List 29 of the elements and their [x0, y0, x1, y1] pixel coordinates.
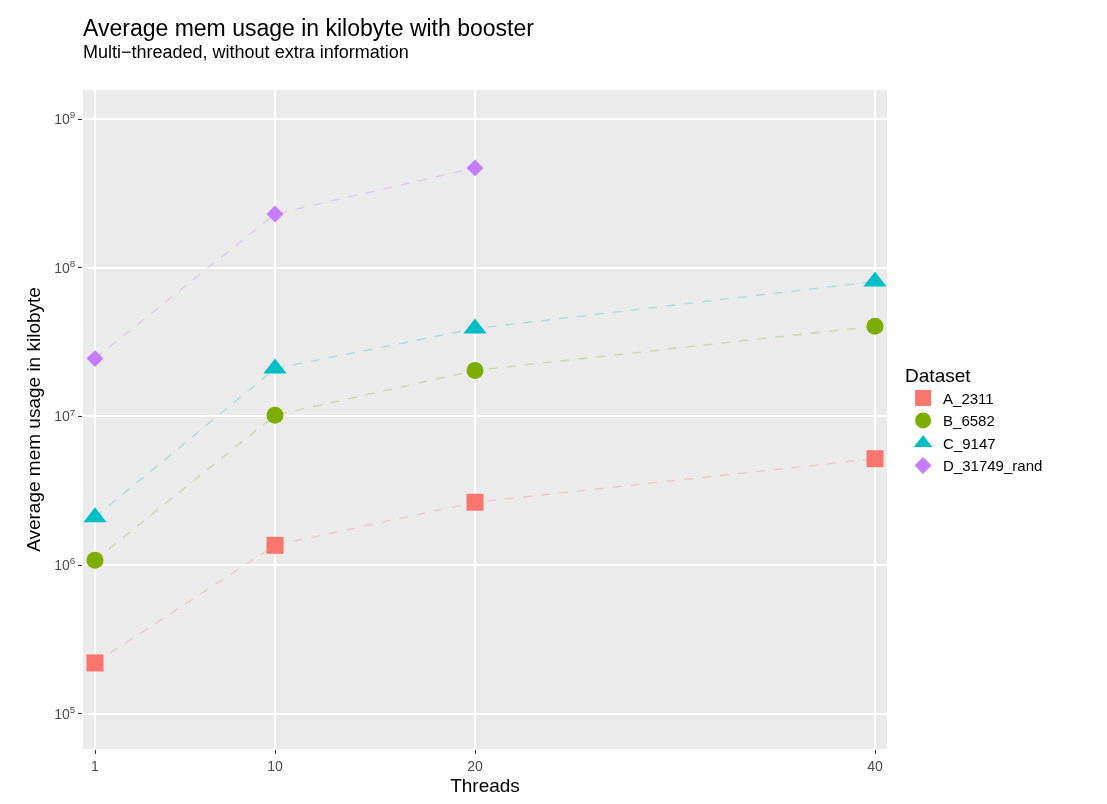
y-tick-label: 10$^{5}$ [54, 703, 76, 722]
point [266, 205, 284, 223]
y-tick-label: 10$^{7}$ [54, 406, 76, 425]
x-tick-label: 20 [467, 757, 483, 774]
y-tick-label: 10$^{8}$ [54, 257, 76, 276]
legend-label: C_9147 [943, 434, 996, 452]
y-tick-label: 10$^{9}$ [54, 109, 76, 128]
y-tick-label: 10$^{6}$ [54, 555, 76, 574]
x-tick-label: 10 [267, 757, 283, 774]
x-tick-label: 40 [867, 757, 883, 774]
point [866, 317, 884, 335]
legend-label: B_6582 [943, 412, 995, 430]
y-axis-title: Average mem usage in kilobyte [23, 287, 45, 552]
point [466, 493, 484, 511]
legend-label: D_31749_rand [943, 457, 1043, 475]
point [86, 654, 104, 672]
point [266, 406, 284, 424]
point [466, 159, 484, 177]
legend-title: Dataset [905, 364, 972, 386]
point [866, 450, 884, 468]
point [86, 551, 104, 569]
point [466, 361, 484, 379]
chart-title: Average mem usage in kilobyte with booster [83, 15, 535, 42]
x-axis-title: Threads [450, 774, 520, 796]
point [266, 536, 284, 554]
chart-subtitle: Multi−threaded, without extra information [83, 42, 409, 63]
point [86, 350, 104, 368]
legend-label: A_2311 [943, 389, 994, 407]
x-tick-label: 1 [91, 757, 100, 774]
